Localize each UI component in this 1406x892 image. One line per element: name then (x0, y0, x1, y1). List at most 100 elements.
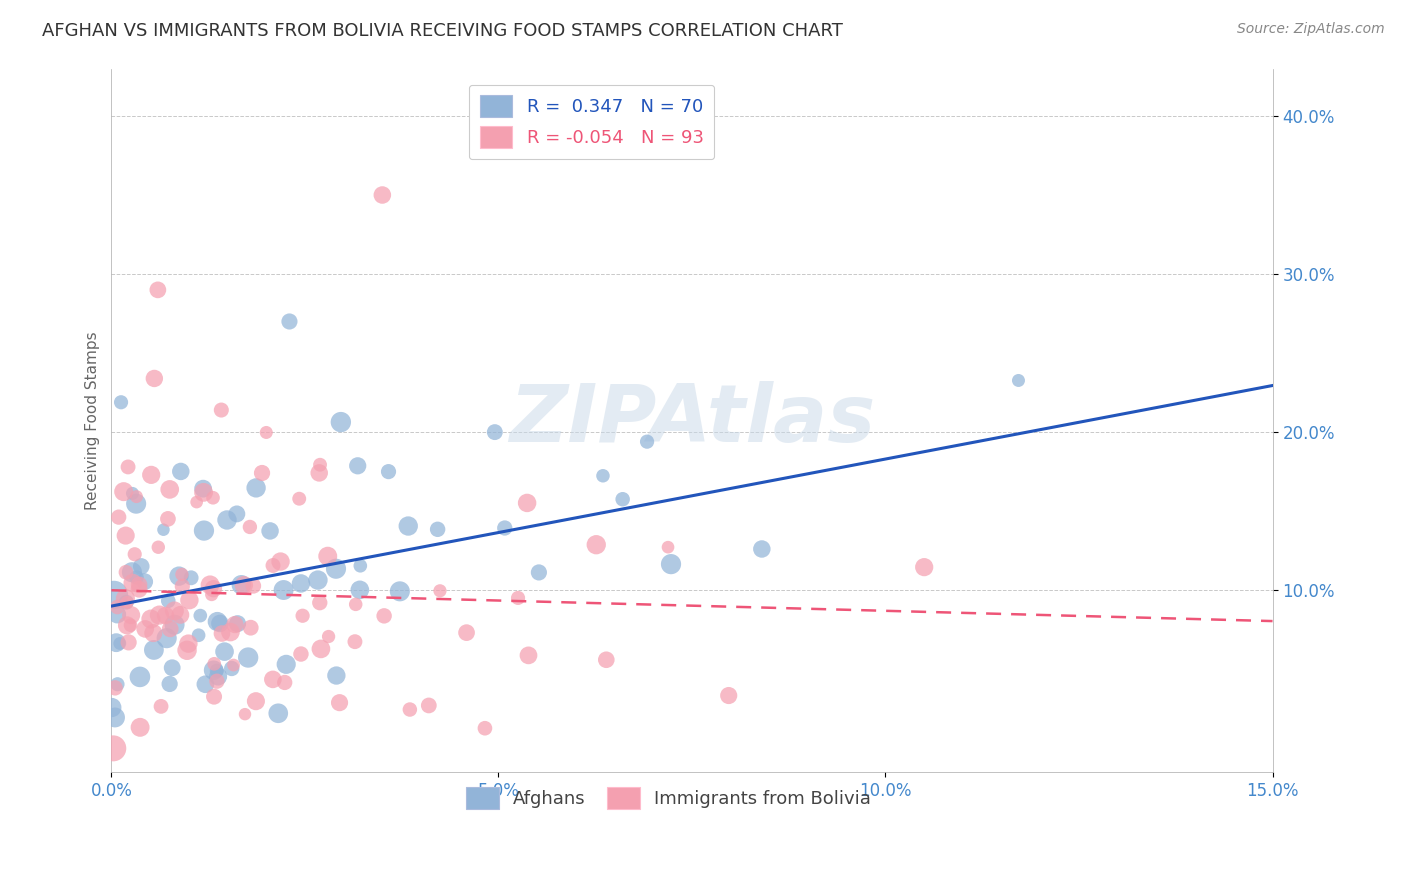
Point (506, 591, 529, 605)
Point (207, 669, 229, 683)
Point (595, 653, 617, 667)
Point (104, 681, 127, 695)
Point (179, 593, 201, 607)
Point (129, 670, 152, 684)
Legend: Afghans, Immigrants from Bolivia: Afghans, Immigrants from Bolivia (458, 780, 879, 816)
Point (259, 524, 281, 538)
Point (134, 622, 156, 636)
Point (349, 582, 371, 597)
Text: ZIPAtlas: ZIPAtlas (509, 381, 875, 459)
Point (273, 582, 295, 597)
Point (115, 595, 138, 609)
Point (517, 648, 540, 663)
Point (139, 612, 162, 626)
Point (105, 607, 128, 622)
Point (157, 594, 180, 608)
Point (349, 558, 371, 573)
Point (176, 643, 198, 657)
Point (262, 673, 284, 687)
Point (125, 570, 148, 584)
Point (426, 522, 449, 536)
Point (107, 510, 129, 524)
Point (328, 696, 350, 710)
Point (245, 694, 267, 708)
Point (107, 677, 129, 691)
Point (659, 557, 682, 571)
Point (222, 658, 245, 673)
Point (267, 706, 290, 721)
Point (105, 635, 128, 649)
Point (125, 497, 148, 511)
Point (163, 617, 186, 632)
Point (612, 492, 634, 507)
Point (202, 491, 225, 505)
Point (112, 484, 135, 499)
Point (221, 661, 243, 675)
Point (103, 588, 125, 602)
Point (474, 721, 496, 735)
Point (121, 486, 143, 500)
Point (585, 538, 607, 552)
Point (202, 657, 225, 671)
Point (239, 520, 262, 534)
Point (191, 482, 214, 496)
Point (143, 371, 166, 385)
Point (231, 578, 253, 592)
Point (115, 565, 138, 579)
Point (207, 615, 229, 629)
Point (456, 625, 478, 640)
Point (636, 434, 658, 449)
Point (170, 465, 193, 479)
Point (388, 584, 411, 599)
Point (329, 415, 352, 429)
Point (163, 604, 186, 618)
Point (128, 582, 150, 597)
Point (717, 689, 740, 703)
Point (202, 582, 225, 596)
Point (309, 458, 332, 472)
Point (105, 600, 128, 615)
Point (377, 465, 399, 479)
Point (276, 657, 298, 672)
Point (201, 588, 224, 602)
Point (115, 618, 138, 632)
Text: AFGHAN VS IMMIGRANTS FROM BOLIVIA RECEIVING FOOD STAMPS CORRELATION CHART: AFGHAN VS IMMIGRANTS FROM BOLIVIA RECEIV… (42, 22, 844, 40)
Point (117, 459, 139, 474)
Point (270, 555, 292, 569)
Point (371, 188, 394, 202)
Point (274, 675, 297, 690)
Point (186, 495, 208, 509)
Point (484, 425, 506, 439)
Y-axis label: Receiving Food Stamps: Receiving Food Stamps (86, 331, 100, 509)
Point (291, 608, 314, 623)
Point (233, 707, 256, 722)
Point (202, 663, 225, 677)
Point (134, 574, 156, 589)
Point (155, 608, 177, 623)
Point (396, 519, 419, 533)
Point (215, 513, 238, 527)
Point (110, 395, 132, 409)
Point (125, 490, 148, 504)
Point (316, 549, 339, 564)
Point (307, 573, 329, 587)
Point (170, 567, 193, 582)
Point (177, 637, 200, 651)
Point (121, 566, 143, 580)
Point (159, 677, 181, 691)
Text: Source: ZipAtlas.com: Source: ZipAtlas.com (1237, 22, 1385, 37)
Point (262, 558, 284, 573)
Point (101, 700, 124, 714)
Point (208, 616, 231, 631)
Point (239, 621, 262, 635)
Point (346, 458, 368, 473)
Point (188, 608, 211, 623)
Point (418, 698, 440, 713)
Point (120, 618, 142, 632)
Point (325, 668, 347, 682)
Point (167, 569, 190, 583)
Point (288, 491, 311, 506)
Point (172, 579, 194, 593)
Point (308, 596, 330, 610)
Point (912, 560, 935, 574)
